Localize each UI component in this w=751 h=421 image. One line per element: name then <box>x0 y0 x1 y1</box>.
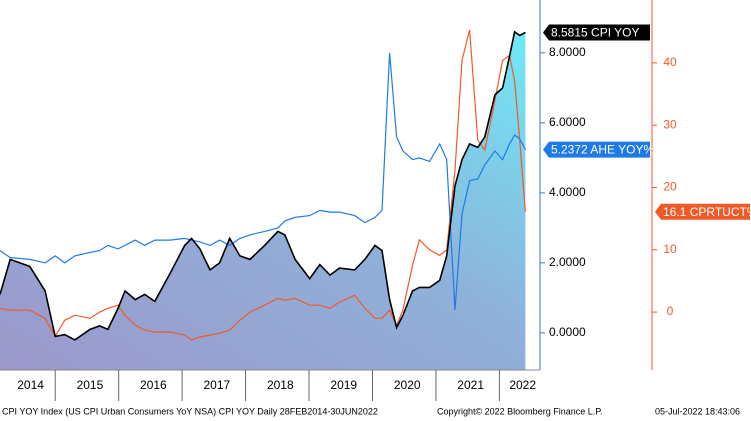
x-tick-label: 2015 <box>77 378 104 392</box>
y2-tick-label: 0 <box>667 304 674 318</box>
y2-tick-label: 10 <box>663 242 677 256</box>
last-value-box <box>543 24 650 41</box>
y-tick-label: 2.0000 <box>549 255 586 269</box>
y-tick-label: 8.0000 <box>549 45 586 59</box>
x-tick-label: 2017 <box>203 378 230 392</box>
last-value-box <box>655 203 750 220</box>
last-value: 8.5815 <box>551 26 588 40</box>
x-tick-label: 2021 <box>457 378 484 392</box>
plot-area <box>0 29 526 370</box>
footer-source: CPI YOY Index (US CPI Urban Consumers Yo… <box>2 406 378 416</box>
last-value: 5.2372 <box>551 143 588 157</box>
x-tick-label: 2018 <box>267 378 294 392</box>
last-value: 16.1 <box>663 205 687 219</box>
line <box>0 30 526 341</box>
last-value-box <box>543 141 650 158</box>
footer-timestamp: 05-Jul-2022 18:43:06 <box>655 406 740 416</box>
x-tick-label: 2014 <box>17 378 44 392</box>
area <box>0 31 526 370</box>
y-tick-label: 0.0000 <box>549 325 586 339</box>
y2-tick-label: 20 <box>663 180 677 194</box>
line <box>0 29 526 341</box>
last-value-label: 5.2372 AHE YOY% <box>551 143 655 157</box>
series-name: AHE YOY% <box>590 143 654 157</box>
line <box>0 52 526 311</box>
y-tick-label: 4.0000 <box>549 185 586 199</box>
y2-tick-label: 40 <box>663 55 677 69</box>
last-value-label: 8.5815 CPI YOY <box>551 26 640 40</box>
x-tick-label: 2016 <box>140 378 167 392</box>
x-tick-label: 2020 <box>394 378 421 392</box>
x-tick-label: 2022 <box>509 378 536 392</box>
footer-copyright: Copyright© 2022 Bloomberg Finance L.P. <box>437 406 603 416</box>
y-tick-label: 6.0000 <box>549 115 586 129</box>
x-tick-label: 2019 <box>330 378 357 392</box>
series-name: CPI YOY <box>591 26 639 40</box>
last-value-label: 16.1 CPRTUCT% <box>663 205 751 219</box>
series-name: CPRTUCT% <box>690 205 751 219</box>
y2-tick-label: 30 <box>663 117 677 131</box>
